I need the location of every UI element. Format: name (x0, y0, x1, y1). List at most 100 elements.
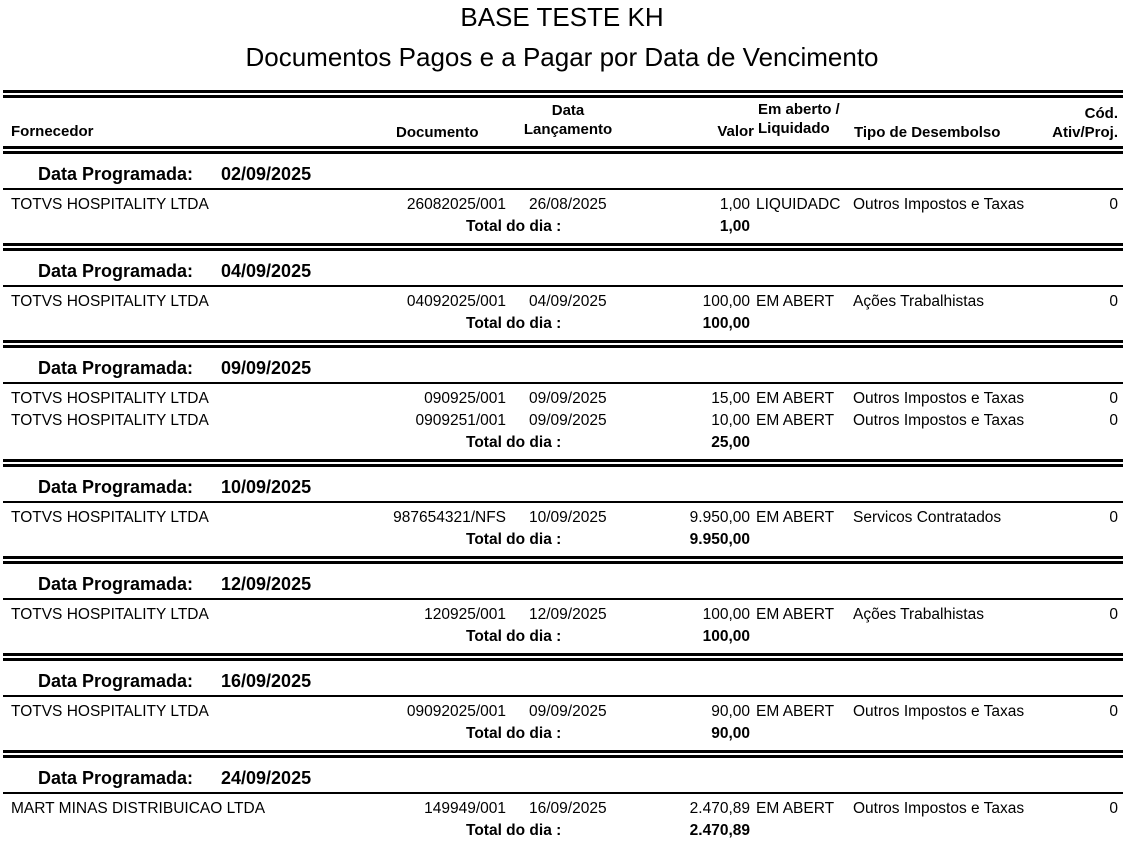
fornecedor-cell: TOTVS HOSPITALITY LTDA (11, 606, 209, 623)
status-cell: LIQUIDADC (756, 196, 840, 213)
total-label: Total do dia : (466, 725, 562, 742)
table-row: TOTVS HOSPITALITY LTDA 04092025/001 04/0… (3, 293, 1123, 315)
col-cod: Cód. Ativ/Proj. (1030, 104, 1118, 142)
table-row: TOTVS HOSPITALITY LTDA 26082025/001 26/0… (3, 196, 1123, 218)
cod-cell: 0 (1109, 412, 1118, 429)
table-row: TOTVS HOSPITALITY LTDA 090925/001 09/09/… (3, 390, 1123, 412)
group-divider (3, 340, 1123, 348)
group-label: Data Programada: (38, 358, 194, 378)
fornecedor-cell: TOTVS HOSPITALITY LTDA (11, 509, 209, 526)
col-cod-line1: Cód. (1084, 105, 1118, 122)
group-label: Data Programada: (38, 768, 194, 788)
day-total-row: Total do dia : 100,00 (3, 315, 1123, 340)
table-row: TOTVS HOSPITALITY LTDA 120925/001 12/09/… (3, 606, 1123, 628)
data-lancamento-cell: 09/09/2025 (529, 412, 607, 429)
data-lancamento-cell: 04/09/2025 (529, 293, 607, 310)
group-label: Data Programada: (38, 261, 194, 281)
tipo-cell: Outros Impostos e Taxas (853, 703, 1025, 720)
col-fornecedor: Fornecedor (11, 123, 94, 140)
table-row: TOTVS HOSPITALITY LTDA 09092025/001 09/0… (3, 703, 1123, 725)
date-group: Data Programada: 02/09/2025 TOTVS HOSPIT… (3, 146, 1123, 243)
tipo-cell: Ações Trabalhistas (853, 293, 984, 310)
group-date: 02/09/2025 (221, 164, 312, 184)
day-total-row: Total do dia : 100,00 (3, 628, 1123, 653)
report-title: Documentos Pagos e a Pagar por Data de V… (245, 42, 879, 72)
day-total-row: Total do dia : 25,00 (3, 434, 1123, 459)
data-lancamento-cell: 10/09/2025 (529, 509, 607, 526)
date-group: Data Programada: 04/09/2025 TOTVS HOSPIT… (3, 243, 1123, 340)
cod-cell: 0 (1109, 703, 1118, 720)
group-divider (3, 459, 1123, 467)
group-date: 04/09/2025 (221, 261, 312, 281)
table-row: MART MINAS DISTRIBUICAO LTDA 149949/001 … (3, 800, 1123, 822)
data-lancamento-cell: 26/08/2025 (529, 196, 607, 213)
date-group: Data Programada: 12/09/2025 TOTVS HOSPIT… (3, 556, 1123, 653)
group-heading: Data Programada: 24/09/2025 (3, 758, 1123, 794)
date-group: Data Programada: 16/09/2025 TOTVS HOSPIT… (3, 653, 1123, 750)
col-status-line2: Liquidado (758, 120, 830, 137)
company-title: BASE TESTE KH (460, 2, 664, 32)
group-label: Data Programada: (38, 671, 194, 691)
valor-cell: 1,00 (719, 196, 750, 213)
cod-cell: 0 (1109, 606, 1118, 623)
documento-cell: 987654321/NFS (393, 509, 506, 526)
col-tipo: Tipo de Desembolso (854, 124, 1001, 141)
total-label: Total do dia : (466, 434, 562, 451)
col-valor: Valor (717, 123, 754, 140)
documento-cell: 04092025/001 (406, 293, 506, 310)
fornecedor-cell: TOTVS HOSPITALITY LTDA (11, 412, 209, 429)
group-date: 16/09/2025 (221, 671, 312, 691)
total-value: 100,00 (702, 315, 750, 332)
date-group: Data Programada: 10/09/2025 TOTVS HOSPIT… (3, 459, 1123, 556)
valor-cell: 10,00 (711, 412, 750, 429)
status-cell: EM ABERT (756, 606, 835, 623)
tipo-cell: Outros Impostos e Taxas (853, 800, 1025, 817)
status-cell: EM ABERT (756, 293, 835, 310)
col-data-lancamento-line1: Data (551, 102, 585, 119)
header-top-divider (3, 90, 1123, 98)
col-data-lancamento: Data Lançamento (520, 101, 616, 139)
status-cell: EM ABERT (756, 800, 835, 817)
day-total-row: Total do dia : 2.470,89 (3, 822, 1123, 842)
valor-cell: 15,00 (711, 390, 750, 407)
status-cell: EM ABERT (756, 412, 835, 429)
fornecedor-cell: TOTVS HOSPITALITY LTDA (11, 390, 209, 407)
documento-cell: 09092025/001 (406, 703, 506, 720)
tipo-cell: Outros Impostos e Taxas (853, 390, 1025, 407)
fornecedor-cell: MART MINAS DISTRIBUICAO LTDA (11, 800, 266, 817)
valor-cell: 100,00 (702, 606, 750, 623)
group-date: 10/09/2025 (221, 477, 312, 497)
data-lancamento-cell: 12/09/2025 (529, 606, 607, 623)
col-status-line1: Em aberto / (758, 101, 840, 118)
day-total-row: Total do dia : 9.950,00 (3, 531, 1123, 556)
cod-cell: 0 (1109, 293, 1118, 310)
total-value: 25,00 (711, 434, 750, 451)
group-label: Data Programada: (38, 164, 194, 184)
status-cell: EM ABERT (756, 390, 835, 407)
col-status: Em aberto / Liquidado (758, 100, 840, 138)
table-row: TOTVS HOSPITALITY LTDA 0909251/001 09/09… (3, 412, 1123, 434)
total-value: 9.950,00 (689, 531, 750, 548)
group-heading: Data Programada: 10/09/2025 (3, 467, 1123, 503)
col-data-lancamento-line2: Lançamento (523, 121, 613, 138)
group-date: 12/09/2025 (221, 574, 312, 594)
valor-cell: 2.470,89 (689, 800, 750, 817)
cod-cell: 0 (1109, 390, 1118, 407)
day-total-row: Total do dia : 1,00 (3, 218, 1123, 243)
tipo-cell: Outros Impostos e Taxas (853, 196, 1025, 213)
documento-cell: 26082025/001 (406, 196, 506, 213)
fornecedor-cell: TOTVS HOSPITALITY LTDA (11, 703, 209, 720)
total-value: 2.470,89 (689, 822, 750, 839)
cod-cell: 0 (1109, 196, 1118, 213)
group-heading: Data Programada: 09/09/2025 (3, 348, 1123, 384)
table-row: TOTVS HOSPITALITY LTDA 987654321/NFS 10/… (3, 509, 1123, 531)
group-heading: Data Programada: 12/09/2025 (3, 564, 1123, 600)
group-date: 09/09/2025 (221, 358, 312, 378)
total-value: 1,00 (719, 218, 750, 235)
tipo-cell: Ações Trabalhistas (853, 606, 984, 623)
group-heading: Data Programada: 02/09/2025 (3, 154, 1123, 190)
documento-cell: 0909251/001 (415, 412, 506, 429)
group-divider (3, 556, 1123, 564)
cod-cell: 0 (1109, 509, 1118, 526)
